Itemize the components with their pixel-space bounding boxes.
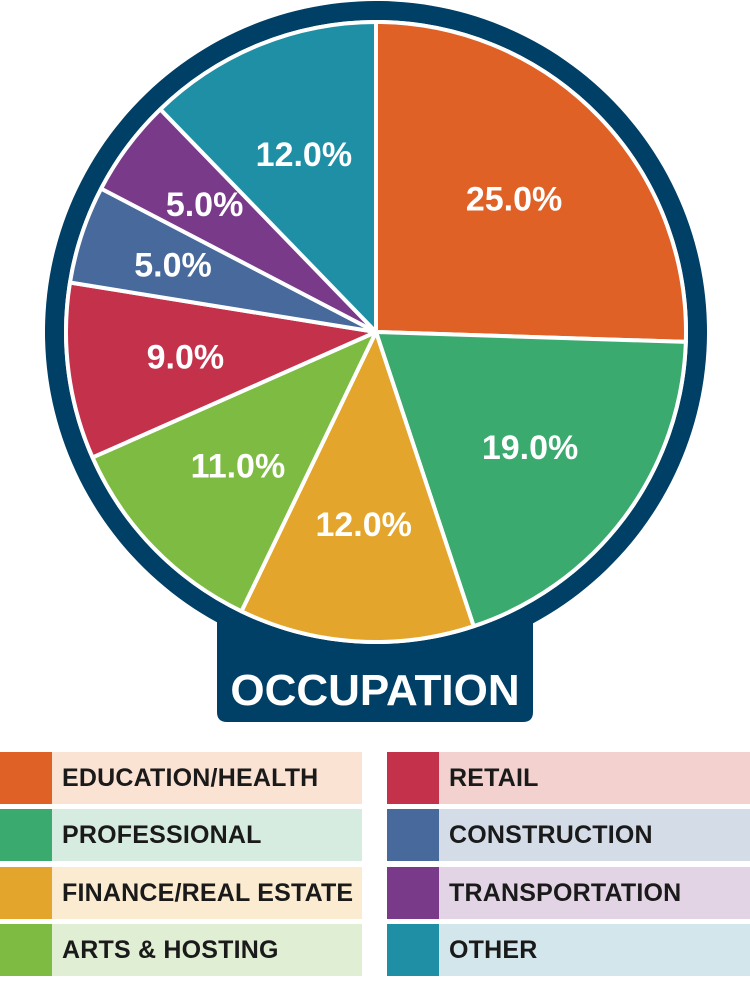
pie-slice — [374, 330, 688, 629]
legend-swatch — [387, 924, 439, 976]
legend-swatch — [0, 809, 52, 861]
legend-swatch — [0, 867, 52, 919]
slice-labels: 25.0% 19.0% 12.0% 11.0% 9.0% 5.0% 5.0% 12.0% — [134, 136, 578, 544]
legend-swatch — [387, 867, 439, 919]
legend: EDUCATION/HEALTH PROFESSIONAL FINANCE/REAL… — [0, 752, 750, 981]
pie-slice — [239, 330, 476, 644]
legend-item: FINANCE/REAL ESTATE — [0, 867, 362, 919]
pie-slices — [64, 20, 688, 644]
legend-label: ARTS & HOSTING — [52, 924, 362, 976]
slice-label: 19.0% — [482, 429, 578, 467]
pie-chart-svg: 25.0% 19.0% 12.0% 11.0% 9.0% 5.0% 5.0% 12.0% OC… — [44, 0, 708, 722]
legend-item: OTHER — [387, 924, 750, 976]
pie-slice — [90, 330, 378, 614]
legend-item: TRANSPORTATION — [387, 867, 750, 919]
legend-label: TRANSPORTATION — [439, 867, 750, 919]
slice-label: 9.0% — [147, 339, 225, 377]
legend-item: ARTS & HOSTING — [0, 924, 362, 976]
legend-item: EDUCATION/HEALTH — [0, 752, 362, 804]
slice-label: 11.0% — [191, 448, 286, 486]
legend-swatch — [0, 924, 52, 976]
legend-swatch — [387, 809, 439, 861]
chart-title: OCCUPATION — [230, 666, 519, 715]
slice-label: 12.0% — [315, 506, 411, 544]
pie-slice — [64, 280, 378, 460]
legend-swatch — [387, 752, 439, 804]
legend-label: CONSTRUCTION — [439, 809, 750, 861]
pie-slice — [158, 20, 378, 334]
slice-label: 12.0% — [256, 136, 352, 174]
legend-label: PROFESSIONAL — [52, 809, 362, 861]
legend-label: RETAIL — [439, 752, 750, 804]
pie-slice — [374, 20, 688, 344]
legend-item: PROFESSIONAL — [0, 809, 362, 861]
legend-item: CONSTRUCTION — [387, 809, 750, 861]
pie-chart: 25.0% 19.0% 12.0% 11.0% 9.0% 5.0% 5.0% 12.0% OC… — [44, 0, 708, 722]
legend-swatch — [0, 752, 52, 804]
slice-label: 5.0% — [134, 247, 212, 285]
legend-item: RETAIL — [387, 752, 750, 804]
legend-label: FINANCE/REAL ESTATE — [52, 867, 362, 919]
legend-label: EDUCATION/HEALTH — [52, 752, 362, 804]
legend-label: OTHER — [439, 924, 750, 976]
slice-label: 25.0% — [466, 180, 562, 218]
slice-label: 5.0% — [166, 186, 244, 224]
